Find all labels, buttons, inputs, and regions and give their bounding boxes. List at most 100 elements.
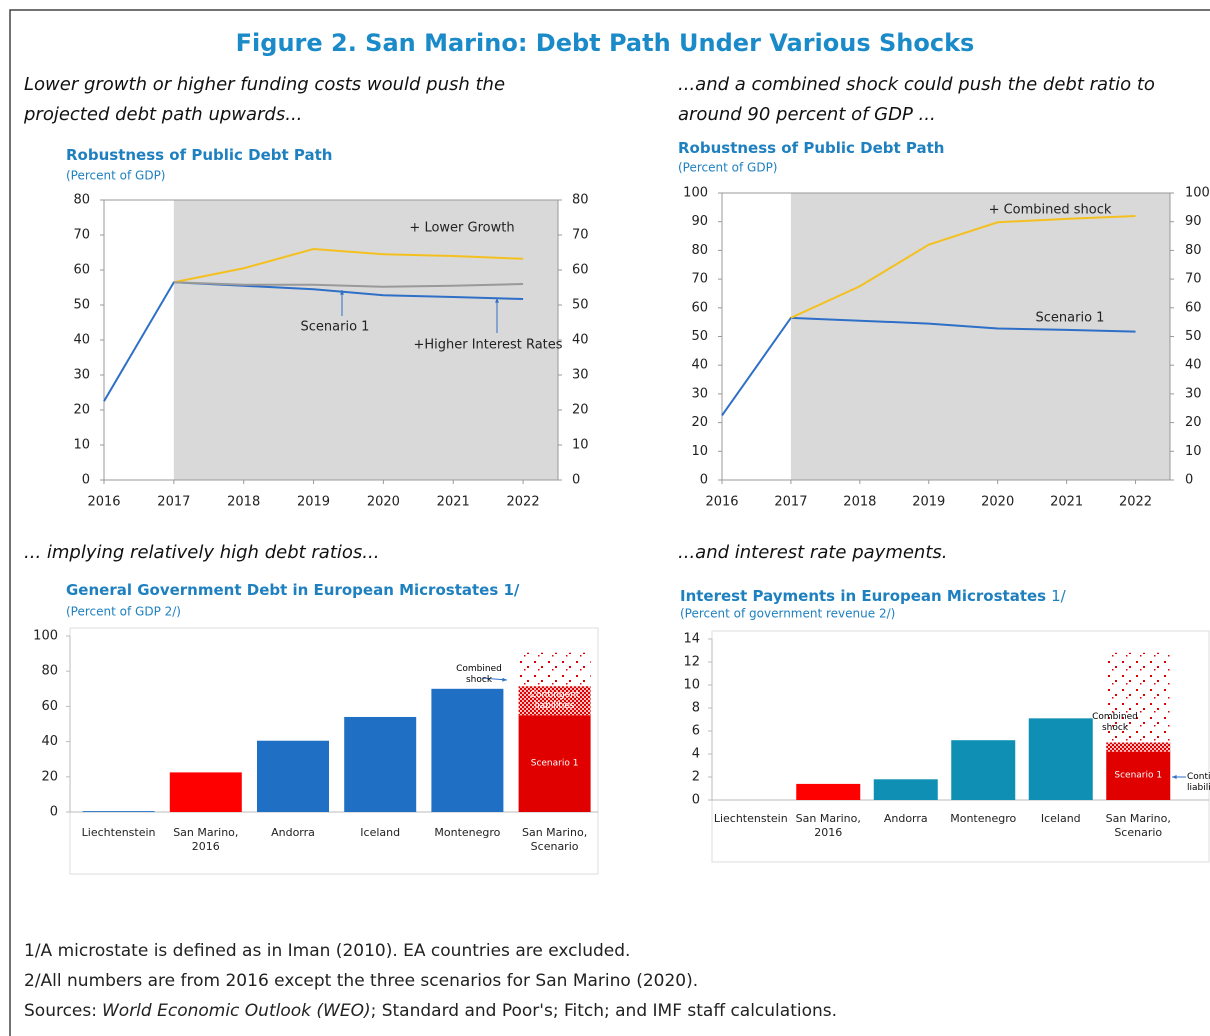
x-tick-label: Montenegro xyxy=(434,826,501,839)
y2-tick-label: 30 xyxy=(1185,386,1202,401)
y-tick-label: 70 xyxy=(73,228,90,243)
x-tick-label: 2020 xyxy=(981,495,1014,510)
series-label: Scenario 1 xyxy=(301,320,370,335)
y2-tick-label: 80 xyxy=(572,193,589,208)
y-tick-label: 50 xyxy=(691,329,708,344)
y2-tick-label: 50 xyxy=(1185,329,1202,344)
chart-subtitle: (Percent of GDP) xyxy=(66,169,166,183)
segment-label: Combined shock xyxy=(456,664,502,685)
y-tick-label: 2 xyxy=(692,770,700,785)
sources: Sources: World Economic Outlook (WEO); St… xyxy=(24,1001,837,1021)
x-tick-label: 2022 xyxy=(507,495,540,510)
caption: ... implying relatively high debt ratios… xyxy=(24,542,380,563)
y-tick-label: 10 xyxy=(691,444,708,459)
chart-title: Interest Payments in European Microstate… xyxy=(680,587,1067,605)
y2-tick-label: 90 xyxy=(1185,214,1202,229)
figure-title: Figure 2. San Marino: Debt Path Under Va… xyxy=(236,29,975,57)
y-tick-label: 14 xyxy=(683,632,700,647)
chart-subtitle: (Percent of GDP) xyxy=(678,161,778,175)
bar-segment xyxy=(431,688,504,812)
x-tick-label: 2016 xyxy=(705,495,738,510)
y-tick-label: 40 xyxy=(41,734,58,749)
segment-label: Scenario 1 xyxy=(1114,770,1163,781)
x-tick-label: Liechtenstein xyxy=(713,812,788,825)
chart-title-text: Robustness of Public Debt Path xyxy=(678,139,944,157)
caption: ...and interest rate payments. xyxy=(678,542,948,563)
y2-tick-label: 20 xyxy=(572,403,589,418)
series-label: Scenario 1 xyxy=(1036,311,1105,326)
series-label: + Combined shock xyxy=(989,203,1112,218)
x-tick-label: 2022 xyxy=(1119,495,1152,510)
y2-tick-label: 40 xyxy=(572,333,589,348)
sources-italic: World Economic Outlook (WEO) xyxy=(102,1001,371,1021)
y2-tick-label: 60 xyxy=(1185,300,1202,315)
y-tick-label: 20 xyxy=(41,769,58,784)
line-series xyxy=(721,316,1136,417)
y2-tick-label: 10 xyxy=(572,438,589,453)
y-tick-label: 40 xyxy=(73,333,90,348)
line-series xyxy=(173,247,524,284)
x-tick-label: San Marino, Scenario xyxy=(521,826,588,853)
bar-segment xyxy=(82,811,155,812)
y2-tick-label: 30 xyxy=(572,368,589,383)
y-tick-label: 60 xyxy=(73,263,90,278)
x-tick-label: Iceland xyxy=(360,826,401,839)
x-tick-label: 2018 xyxy=(227,495,260,510)
sources-rest: ; Standard and Poor's; Fitch; and IMF st… xyxy=(371,1001,837,1021)
y-tick-label: 0 xyxy=(82,473,90,488)
x-tick-label: San Marino, Scenario xyxy=(1105,812,1171,839)
bar-segment xyxy=(257,740,329,812)
border xyxy=(9,9,1210,1036)
bar-segment xyxy=(873,779,938,800)
y2-tick-label: 50 xyxy=(572,298,589,313)
bar-segment xyxy=(518,686,591,716)
y-tick-label: 10 xyxy=(683,678,700,693)
x-tick-label: Andorra xyxy=(883,812,928,825)
x-tick-label: 2017 xyxy=(774,495,807,510)
y-tick-label: 50 xyxy=(73,298,90,313)
bar-segment xyxy=(518,715,591,812)
y-tick-label: 80 xyxy=(41,664,58,679)
y-tick-label: 4 xyxy=(692,747,700,762)
y-tick-label: 70 xyxy=(691,272,708,287)
y-tick-label: 20 xyxy=(691,415,708,430)
y2-tick-label: 0 xyxy=(1185,473,1193,488)
bar-segment xyxy=(796,783,861,800)
line-series xyxy=(103,281,524,402)
y2-tick-label: 70 xyxy=(1185,272,1202,287)
projection-shade xyxy=(790,193,1170,480)
y2-tick-label: 80 xyxy=(1185,243,1202,258)
bar-segment xyxy=(344,716,417,812)
chart-title-text: Robustness of Public Debt Path xyxy=(66,146,332,164)
y-tick-label: 40 xyxy=(691,358,708,373)
y-tick-label: 60 xyxy=(691,300,708,315)
bar-segment xyxy=(169,772,242,812)
arrow-head xyxy=(1172,775,1177,779)
bar-segment xyxy=(951,740,1016,800)
series-label: + Lower Growth xyxy=(409,221,514,236)
y2-tick-label: 100 xyxy=(1185,186,1210,201)
x-tick-label: San Marino, 2016 xyxy=(795,812,861,839)
x-tick-label: 2017 xyxy=(157,495,190,510)
y-tick-label: 90 xyxy=(691,214,708,229)
x-tick-label: 2021 xyxy=(1050,495,1083,510)
y-tick-label: 100 xyxy=(33,629,58,644)
y-tick-label: 0 xyxy=(692,793,700,808)
y-tick-label: 30 xyxy=(73,368,90,383)
x-tick-label: 2021 xyxy=(437,495,470,510)
y-tick-label: 8 xyxy=(692,701,700,716)
bar-segment xyxy=(1106,742,1171,752)
y-tick-label: 0 xyxy=(700,473,708,488)
bar-segment xyxy=(1028,718,1093,800)
y2-tick-label: 40 xyxy=(1185,358,1202,373)
sources-label: Sources: xyxy=(24,1001,97,1021)
y-tick-label: 0 xyxy=(50,805,58,820)
bar-segment xyxy=(1106,751,1171,800)
chart-title: Robustness of Public Debt Path xyxy=(678,139,944,157)
note: 2/All numbers are from 2016 except the t… xyxy=(24,971,698,991)
chart-title-note: 1/ xyxy=(1051,587,1067,605)
y-tick-label: 80 xyxy=(73,193,90,208)
chart-subtitle: (Percent of GDP 2/) xyxy=(66,605,181,619)
y2-tick-label: 0 xyxy=(572,473,580,488)
